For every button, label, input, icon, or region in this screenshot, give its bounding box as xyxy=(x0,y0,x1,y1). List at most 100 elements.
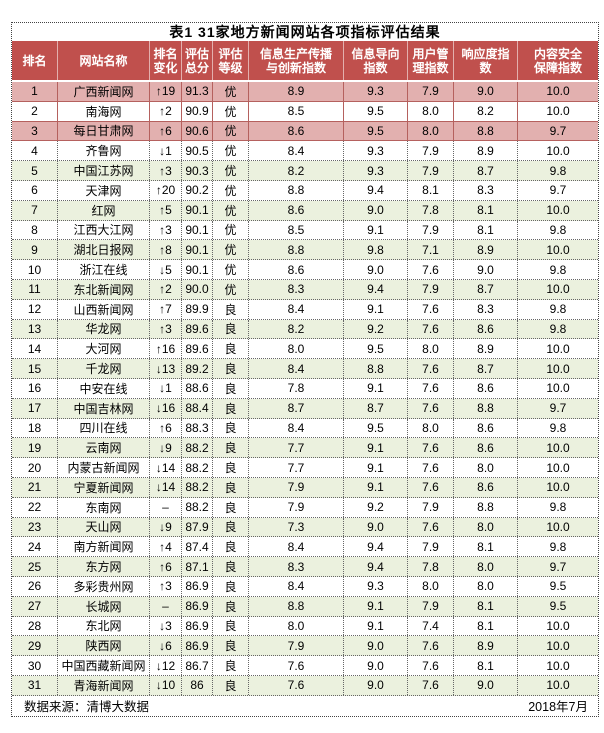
content-security-cell: 10.0 xyxy=(546,519,570,534)
grade-cell: 良 xyxy=(213,339,249,359)
table-row: 7 红网 ↑5 90.1 优 8.6 9.0 7.8 8.1 10.0 xyxy=(12,200,598,221)
user-management-cell: 7.9 xyxy=(408,537,454,557)
info-production-innovation-cell: 8.7 xyxy=(249,398,344,418)
info-orientation-cell: 9.4 xyxy=(344,180,408,200)
info-production-innovation-cell: 7.7 xyxy=(249,458,344,477)
grade-cell: 良 xyxy=(213,616,249,636)
total-score-cell: 89.2 xyxy=(182,359,213,378)
table-row: 29 陕西网 ↓6 86.9 良 7.9 9.0 7.6 8.9 10.0 xyxy=(12,636,598,657)
content-security-cell: 10.0 xyxy=(546,143,570,158)
info-production-innovation-cell: 8.6 xyxy=(249,260,344,279)
rank-cell: 10 xyxy=(12,260,58,279)
table-row: 14 大河网 ↑16 89.6 良 8.0 9.5 8.0 8.9 10.0 xyxy=(12,339,598,360)
grade-cell: 优 xyxy=(213,220,249,240)
content-security-cell: 10.0 xyxy=(546,282,570,297)
responsiveness-cell: 8.2 xyxy=(454,101,518,121)
table-title: 表1 31家地方新闻网站各项指标评估结果 xyxy=(12,23,598,41)
responsiveness-cell: 8.1 xyxy=(454,656,518,675)
content-security-cell: 9.7 xyxy=(549,183,567,198)
table-body: 1 广西新闻网 ↑19 91.3 优 8.9 9.3 7.9 9.0 10.0 2 南海网 ↑2 90.9… xyxy=(12,82,598,696)
responsiveness-cell: 8.8 xyxy=(454,398,518,418)
table-row: 19 云南网 ↓9 88.2 良 7.7 9.1 7.6 8.6 10.0 xyxy=(12,438,598,459)
responsiveness-cell: 8.9 xyxy=(454,240,518,260)
column-header-rank-change: 排名 变化 xyxy=(150,41,182,80)
header-row: 排名 网站名称 排名 变化 评估 总分 评估 等级 信息生产传播 与创新指数 信息导向 指数… xyxy=(12,41,598,82)
info-orientation-cell: 9.5 xyxy=(344,101,408,121)
user-management-cell: 8.0 xyxy=(408,121,454,141)
grade-cell: 良 xyxy=(213,477,249,497)
table-row: 25 东方网 ↑6 87.1 良 8.3 9.4 7.8 8.0 9.7 xyxy=(12,557,598,577)
info-orientation-cell: 9.8 xyxy=(344,240,408,260)
total-score-cell: 87.1 xyxy=(182,557,213,576)
rank-cell: 3 xyxy=(12,121,58,141)
user-management-cell: 7.9 xyxy=(408,220,454,240)
content-security-cell: 9.5 xyxy=(549,579,567,594)
table-row: 17 中国吉林网 ↓16 88.4 良 8.7 8.7 7.6 8.8 9.7 xyxy=(12,398,598,419)
user-management-cell: 7.6 xyxy=(408,517,454,537)
content-security-cell: 10.0 xyxy=(546,678,570,693)
site-name-cell: 广西新闻网 xyxy=(58,82,150,101)
table-row: 24 南方新闻网 ↑4 87.4 良 8.4 9.4 7.9 8.1 9.8 xyxy=(12,537,598,558)
site-name-cell: 长城网 xyxy=(58,596,150,616)
rank-cell: 25 xyxy=(12,557,58,576)
responsiveness-cell: 8.0 xyxy=(454,576,518,596)
rank-cell: 24 xyxy=(12,537,58,557)
table-row: 13 华龙网 ↑3 89.6 良 8.2 9.2 7.6 8.6 9.8 xyxy=(12,319,598,340)
table-row: 26 多彩贵州网 ↑3 86.9 良 8.4 9.3 8.0 8.0 9.5 xyxy=(12,576,598,597)
user-management-cell: 7.6 xyxy=(408,260,454,279)
user-management-cell: 7.4 xyxy=(408,616,454,636)
grade-cell: 良 xyxy=(213,398,249,418)
rank-cell: 6 xyxy=(12,180,58,200)
rank-cell: 20 xyxy=(12,458,58,477)
info-production-innovation-cell: 8.8 xyxy=(249,240,344,260)
table-row: 22 东南网 –88.2 良 7.9 9.2 7.9 8.8 9.8 xyxy=(12,497,598,518)
info-orientation-cell: 9.4 xyxy=(344,279,408,299)
info-production-innovation-cell: 8.6 xyxy=(249,200,344,220)
grade-cell: 良 xyxy=(213,497,249,517)
table-row: 16 中安在线 ↓1 88.6 良 7.8 9.1 7.6 8.6 10.0 xyxy=(12,378,598,399)
rank-change-cell: ↑3 xyxy=(150,161,182,180)
info-production-innovation-cell: 8.0 xyxy=(249,616,344,636)
rank-change-cell: ↓1 xyxy=(150,141,182,161)
site-name-cell: 千龙网 xyxy=(58,359,150,378)
responsiveness-cell: 8.8 xyxy=(454,497,518,517)
table-row: 27 长城网 –86.9 良 8.8 9.1 7.9 8.1 9.5 xyxy=(12,596,598,617)
content-security-cell: 10.0 xyxy=(546,440,570,455)
responsiveness-cell: 8.1 xyxy=(454,537,518,557)
info-orientation-cell: 8.8 xyxy=(344,359,408,378)
table-row: 30 中国西藏新闻网 ↓12 86.7 良 7.6 9.0 7.6 8.1 10.0 xyxy=(12,656,598,676)
column-header-total-score: 评估 总分 xyxy=(182,41,213,80)
total-score-cell: 90.3 xyxy=(182,161,213,180)
column-header-content-security: 内容安全 保障指数 xyxy=(533,46,582,75)
grade-cell: 良 xyxy=(213,319,249,339)
total-score-cell: 90.5 xyxy=(182,141,213,161)
rank-cell: 5 xyxy=(12,161,58,180)
info-orientation-cell: 9.1 xyxy=(344,220,408,240)
total-score-cell: 88.6 xyxy=(182,378,213,398)
grade-cell: 良 xyxy=(213,656,249,675)
info-orientation-cell: 9.0 xyxy=(344,260,408,279)
site-name-cell: 湖北日报网 xyxy=(58,240,150,260)
site-name-cell: 东方网 xyxy=(58,557,150,576)
user-management-cell: 7.6 xyxy=(408,636,454,656)
user-management-cell: 7.9 xyxy=(408,161,454,180)
info-production-innovation-cell: 8.5 xyxy=(249,220,344,240)
rank-change-cell: ↑3 xyxy=(150,220,182,240)
responsiveness-cell: 8.9 xyxy=(454,339,518,359)
info-orientation-cell: 9.0 xyxy=(344,517,408,537)
rank-change-cell: ↑4 xyxy=(150,537,182,557)
info-orientation-cell: 9.1 xyxy=(344,596,408,616)
info-orientation-cell: 9.5 xyxy=(344,121,408,141)
table-row: 3 每日甘肃网 ↑6 90.6 优 8.6 9.5 8.0 8.8 9.7 xyxy=(12,121,598,142)
content-security-cell: 10.0 xyxy=(546,658,570,673)
rank-change-cell: ↑2 xyxy=(150,101,182,121)
content-security-cell: 10.0 xyxy=(546,242,570,257)
site-name-cell: 宁夏新闻网 xyxy=(58,477,150,497)
info-orientation-cell: 9.3 xyxy=(344,161,408,180)
rank-cell: 2 xyxy=(12,101,58,121)
info-orientation-cell: 9.1 xyxy=(344,378,408,398)
rank-change-cell: ↓9 xyxy=(150,517,182,537)
grade-cell: 优 xyxy=(213,101,249,121)
total-score-cell: 86 xyxy=(182,675,213,695)
